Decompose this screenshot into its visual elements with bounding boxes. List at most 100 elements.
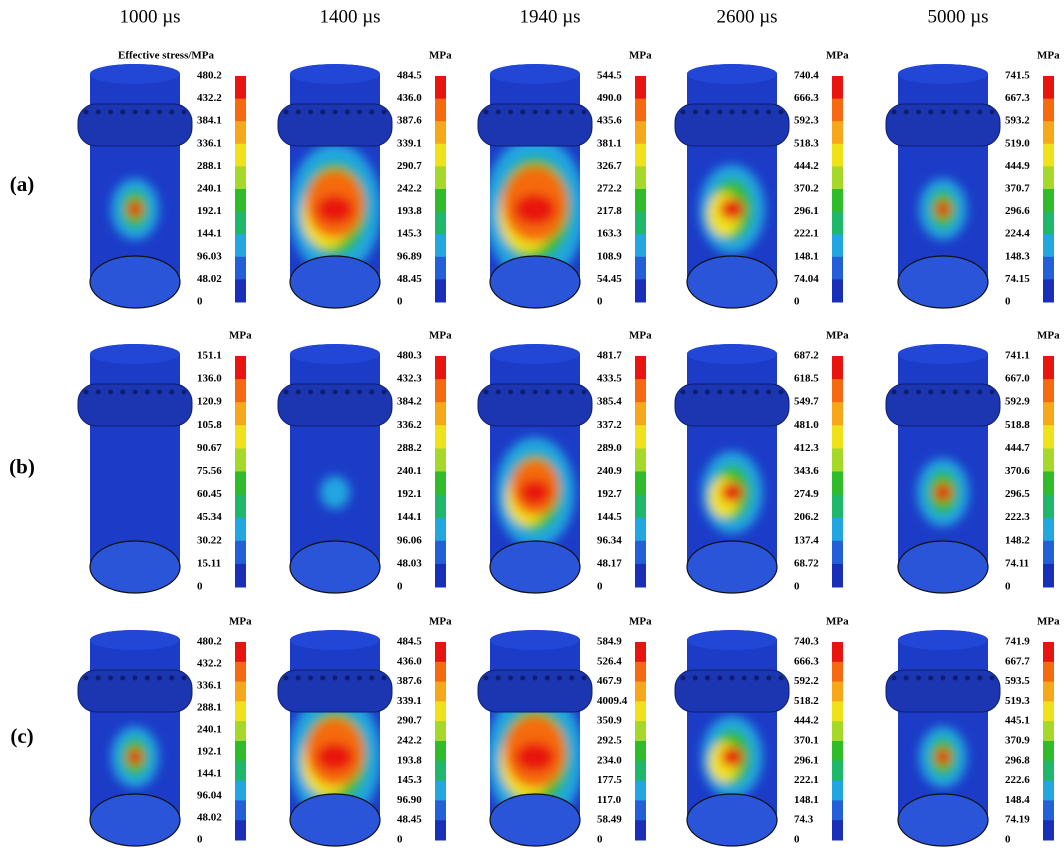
colorbar-band	[1043, 741, 1054, 761]
colorbar-band	[235, 541, 246, 565]
stress-panel: MPa481.7433.5385.4337.2289.0240.9192.714…	[478, 330, 652, 593]
colorbar-band	[235, 761, 246, 781]
bolt	[496, 676, 501, 681]
colorbar-band	[435, 76, 446, 99]
bolt	[369, 110, 374, 115]
colorbar-band	[832, 234, 843, 257]
colorbar-band	[635, 541, 646, 565]
stress-zone	[316, 195, 353, 223]
colorbar-label: 592.2	[794, 675, 819, 687]
colorbar-band	[235, 166, 246, 189]
colorbar-band	[435, 741, 446, 761]
pipe-opening	[687, 256, 777, 308]
pipe-top	[290, 64, 380, 84]
colorbar-band	[1043, 166, 1054, 189]
colorbar-label: 74.19	[1005, 814, 1030, 826]
colorbar-label: 296.1	[794, 205, 819, 217]
colorbar-label: 444.2	[794, 715, 819, 727]
stress-panel: MPa484.5436.0387.6339.1290.7242.2193.814…	[278, 50, 452, 308]
pipe-top	[490, 64, 580, 84]
bolt	[84, 676, 89, 681]
colorbar-label: 484.5	[397, 70, 422, 82]
colorbar-band	[435, 781, 446, 801]
bolt	[145, 390, 150, 395]
bolt	[928, 110, 933, 115]
colorbar-label: 592.9	[1005, 396, 1030, 408]
stress-field	[917, 458, 969, 526]
bolt	[484, 676, 489, 681]
colorbar-band	[235, 356, 246, 380]
colorbar-label: 0	[794, 296, 800, 308]
colorbar-label: 337.2	[597, 419, 622, 431]
colorbar-title: MPa	[429, 330, 452, 342]
colorbar-band	[435, 402, 446, 426]
column-header: 2600 µs	[716, 6, 777, 27]
colorbar-label: 240.9	[597, 465, 622, 477]
bolt	[545, 390, 550, 395]
colorbar-label: 445.1	[1005, 715, 1030, 727]
bolt	[904, 676, 909, 681]
colorbar-label: 480.2	[197, 70, 222, 82]
bolt	[557, 676, 562, 681]
colorbar-label: 444.2	[794, 160, 819, 172]
colorbar-label: 288.1	[197, 702, 222, 714]
bolt	[533, 110, 538, 115]
colorbar-label: 519.0	[1005, 137, 1030, 149]
bolt	[520, 676, 525, 681]
colorbar-label: 222.3	[1005, 511, 1030, 523]
colorbar-band	[235, 121, 246, 144]
bolt	[108, 390, 113, 395]
bolt	[779, 676, 784, 681]
colorbar-band	[435, 166, 446, 189]
bolt	[296, 676, 301, 681]
colorbar-label: 384.1	[197, 115, 222, 127]
bolt	[916, 390, 921, 395]
colorbar-label: 618.5	[794, 373, 819, 385]
colorbar-label: 741.9	[1005, 636, 1030, 648]
colorbar-label: 75.56	[197, 465, 222, 477]
colorbar-band	[635, 741, 646, 761]
colorbar-label: 292.5	[597, 735, 622, 747]
bolt	[169, 676, 174, 681]
colorbar-label: 436.0	[397, 92, 422, 104]
colorbar-label: 58.49	[597, 814, 622, 826]
bolt	[582, 676, 587, 681]
bolt	[169, 390, 174, 395]
colorbar-band	[635, 166, 646, 189]
pipe-top	[898, 344, 988, 364]
colorbar-band	[635, 76, 646, 99]
colorbar-label: 90.67	[197, 442, 222, 454]
colorbar-label: 0	[597, 296, 603, 308]
colorbar-band	[832, 166, 843, 189]
colorbar-label: 336.2	[397, 419, 422, 431]
colorbar-label: 740.3	[794, 636, 819, 648]
bolt	[977, 110, 982, 115]
colorbar-label: 444.9	[1005, 160, 1030, 172]
colorbar-label: 117.0	[597, 794, 622, 806]
colorbar-label: 432.2	[197, 658, 222, 670]
colorbar-band	[235, 379, 246, 403]
colorbar-label: 148.4	[1005, 794, 1030, 806]
bolt	[157, 390, 162, 395]
bolt	[904, 110, 909, 115]
bolt	[120, 390, 125, 395]
bolt	[308, 110, 313, 115]
colorbar-band	[435, 642, 446, 662]
bolt	[484, 390, 489, 395]
stress-panel: MPa480.2432.2336.1288.1240.1192.1144.196…	[78, 616, 252, 846]
pipe-opening	[490, 256, 580, 308]
bolt	[779, 390, 784, 395]
colorbar-label: 370.7	[1005, 183, 1030, 195]
bolt	[96, 390, 101, 395]
colorbar-band	[435, 495, 446, 519]
colorbar-band	[635, 279, 646, 302]
colorbar-label: 0	[197, 296, 203, 308]
colorbar-band	[435, 356, 446, 380]
bolt	[928, 676, 933, 681]
bolt	[508, 390, 513, 395]
colorbar-label: 48.45	[397, 814, 422, 826]
colorbar-label: 148.1	[794, 250, 819, 262]
colorbar-label: 15.11	[197, 557, 221, 569]
colorbar-band	[1043, 356, 1054, 380]
stress-field	[919, 179, 967, 240]
